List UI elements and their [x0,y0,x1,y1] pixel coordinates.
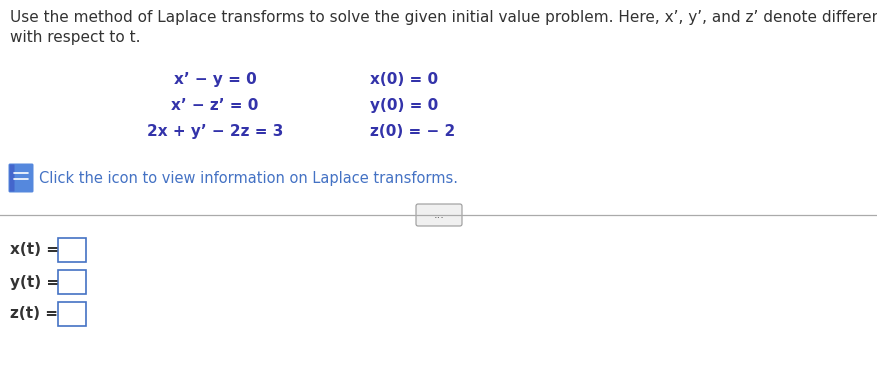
FancyBboxPatch shape [10,164,15,192]
Text: Use the method of Laplace transforms to solve the given initial value problem. H: Use the method of Laplace transforms to … [10,10,877,25]
Text: Click the icon to view information on Laplace transforms.: Click the icon to view information on La… [39,171,458,185]
FancyBboxPatch shape [416,204,461,226]
Text: y(t) =: y(t) = [10,275,59,290]
Text: with respect to t.: with respect to t. [10,30,140,45]
FancyBboxPatch shape [58,238,86,262]
FancyBboxPatch shape [58,302,86,326]
Text: z(0) = − 2: z(0) = − 2 [369,124,455,139]
Text: x’ − z’ = 0: x’ − z’ = 0 [171,98,259,113]
FancyBboxPatch shape [58,270,86,294]
Text: 2x + y’ − 2z = 3: 2x + y’ − 2z = 3 [146,124,283,139]
Text: y(0) = 0: y(0) = 0 [369,98,438,113]
FancyBboxPatch shape [9,164,33,193]
Text: ...: ... [433,210,444,220]
Text: x’ − y = 0: x’ − y = 0 [174,72,256,87]
Text: z(t) =: z(t) = [10,306,58,321]
Text: x(t) =: x(t) = [10,243,59,258]
Text: x(0) = 0: x(0) = 0 [369,72,438,87]
